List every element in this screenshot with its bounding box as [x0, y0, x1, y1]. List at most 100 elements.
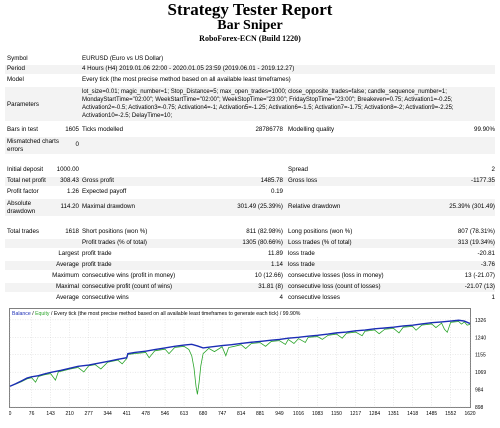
largest-profit-value: 11.89 [267, 250, 283, 257]
row-profittrades: Profit trades (% of total) 1305 (80.66%)… [5, 239, 495, 248]
average-loss-value: -3.76 [480, 261, 495, 268]
x-tick-label: 747 [218, 411, 227, 417]
max-losses-value: 13 (-21.07) [464, 272, 495, 279]
x-tick-label: 1083 [312, 411, 323, 417]
largest-label: Largest [58, 250, 79, 257]
row-drawdown: Absolute drawdown 114.20 Maximal drawdow… [5, 199, 495, 216]
avg-losses-label: consecutive losses [288, 294, 340, 301]
row-maximal: Maximal consecutive profit (count of win… [5, 283, 495, 292]
period-label: Period [7, 65, 25, 72]
x-tick-label: 344 [104, 411, 113, 417]
avg-wins-value: 4 [279, 294, 283, 301]
max-wins-label: consecutive wins (profit in money) [82, 272, 176, 279]
x-axis-ticks: 0 76 143 210 277 344 411 478 546 613 680 747 814 881 9… [9, 411, 476, 417]
maxdd-value: 301.49 (25.39%) [237, 203, 283, 210]
legend-separator: / [31, 311, 35, 317]
avg-losses-value: 1 [491, 294, 495, 301]
row-average: Average profit trade 1.14 loss trade -3.… [5, 261, 495, 270]
row-profitfactor: Profit factor 1.26 Expected payoff 0.19 [5, 188, 495, 197]
average-profit-value: 1.14 [270, 261, 283, 268]
x-tick-label: 1418 [407, 411, 418, 417]
pf-value: 1.26 [66, 188, 79, 195]
row-deposit: Initial deposit 1000.00 Spread 2 [5, 166, 495, 175]
largest-loss-label: loss trade [288, 250, 315, 257]
row-netprofit: Total net profit 308.43 Gross profit 148… [5, 177, 495, 186]
bars-value: 1605 [65, 126, 79, 133]
x-tick-label: 1016 [293, 411, 304, 417]
balance-series-line [9, 319, 471, 387]
reldd-value: 25.39% (301.49) [449, 203, 495, 210]
equity-series-line [9, 321, 471, 395]
y-tick-label: 1069 [475, 370, 486, 376]
y-tick-label: 1326 [475, 318, 486, 324]
row-model: Model Every tick (the most precise metho… [5, 76, 495, 85]
x-tick-label: 411 [123, 411, 131, 417]
row-largest: Largest profit trade 11.89 loss trade -2… [5, 250, 495, 259]
long-label: Long positions (won %) [288, 228, 353, 235]
maximal-loss-label: consecutive loss (count of losses) [288, 283, 381, 290]
profittrades-label: Profit trades (% of total) [82, 239, 147, 246]
deposit-value: 1000.00 [56, 166, 79, 173]
average-profit-label: profit trade [82, 261, 112, 268]
bars-label: Bars in test [7, 126, 38, 133]
x-tick-label: 1552 [445, 411, 456, 417]
row-maximum: Maximum consecutive wins (profit in mone… [5, 272, 495, 281]
maximal-label: Maximal [55, 283, 79, 290]
balance-chart-svg: 0 76 143 210 277 344 411 478 546 613 680 747 814 881 9… [9, 308, 486, 417]
losstrades-label: Loss trades (% of total) [288, 239, 352, 246]
absdd-value: 114.20 [60, 203, 79, 210]
x-tick-label: 1351 [388, 411, 399, 417]
y-tick-label: 984 [475, 387, 484, 393]
payoff-label: Expected payoff [82, 188, 127, 195]
expert-name: Bar Sniper [217, 18, 283, 33]
x-tick-label: 1284 [369, 411, 380, 417]
report-title: Strategy Tester Report [167, 0, 333, 19]
average-label: Average [56, 261, 79, 268]
quality-value: 99.90% [474, 126, 495, 133]
spread-value: 2 [491, 166, 495, 173]
maximal-profit-value: 31.81 (8) [258, 283, 283, 290]
average-loss-label: loss trade [288, 261, 315, 268]
grossprofit-value: 1485.78 [260, 177, 283, 184]
long-value: 807 (78.31%) [457, 228, 495, 235]
row-trades: Total trades 1618 Short positions (won %… [5, 228, 495, 237]
trades-label: Total trades [7, 228, 39, 235]
ticks-label: Ticks modelled [82, 126, 124, 133]
x-tick-label: 1620 [464, 411, 475, 417]
row-period: Period 4 Hours (H4) 2019.01.06 22:00 - 2… [5, 65, 495, 74]
x-tick-label: 546 [161, 411, 170, 417]
x-tick-label: 680 [199, 411, 208, 417]
y-tick-label: 898 [475, 405, 484, 411]
parameters-value: lot_size=0.01; magic_number=1; Stop_Dist… [82, 89, 454, 119]
avg2-label: Average [56, 294, 79, 301]
largest-profit-label: profit trade [82, 250, 112, 257]
x-tick-label: 76 [29, 411, 35, 417]
x-tick-label: 1485 [426, 411, 437, 417]
profittrades-value: 1305 (80.66%) [242, 239, 283, 246]
chart-legend: Balance / Equity / Every tick (the most … [12, 311, 301, 317]
grossloss-value: -1177.35 [471, 177, 495, 184]
short-value: 811 (82.98%) [246, 228, 283, 235]
pf-label: Profit factor [7, 188, 39, 195]
row-mismatch: Mismatched charts errors 0 [5, 137, 495, 154]
x-tick-label: 949 [275, 411, 284, 417]
payoff-value: 0.19 [270, 188, 283, 195]
y-tick-label: 1240 [475, 335, 486, 341]
legend-note: / Every tick (the most precise method ba… [50, 311, 301, 317]
model-value: Every tick (the most precise method base… [82, 76, 291, 83]
x-tick-label: 1150 [331, 411, 342, 417]
mismatch-value: 0 [75, 141, 79, 148]
x-tick-label: 210 [65, 411, 74, 417]
row-symbol: Symbol EURUSD (Euro vs US Dollar) [5, 55, 495, 64]
row-bars: Bars in test 1605 Ticks modelled 2878677… [5, 126, 495, 135]
y-axis-ticks: 1326 1240 1155 1069 984 898 [475, 318, 486, 411]
mismatch-label: Mismatched charts errors [7, 138, 59, 153]
x-tick-label: 613 [180, 411, 189, 417]
maximal-profit-label: consecutive profit (count of wins) [82, 283, 173, 290]
row-parameters: Parameters lot_size=0.01; magic_number=1… [5, 87, 495, 121]
chart-frame [9, 308, 471, 408]
period-value: 4 Hours (H4) 2019.01.06 22:00 - 2020.01.… [82, 65, 295, 72]
model-label: Model [7, 76, 24, 83]
netprofit-value: 308.43 [60, 177, 79, 184]
